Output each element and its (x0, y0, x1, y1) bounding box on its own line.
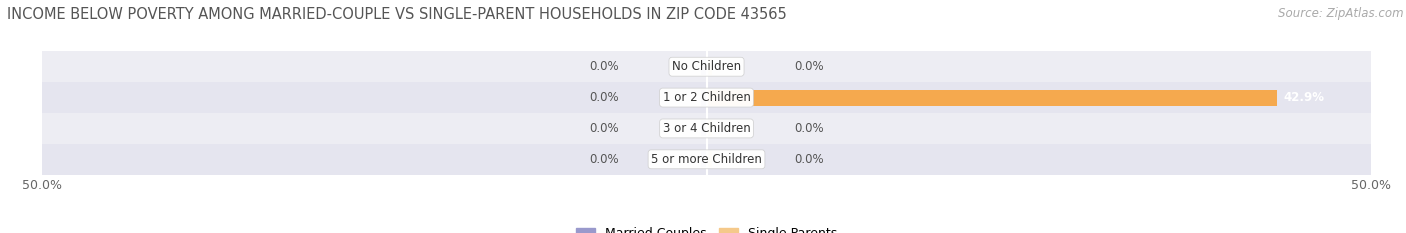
Text: Source: ZipAtlas.com: Source: ZipAtlas.com (1278, 7, 1403, 20)
Bar (706, 89, 1277, 106)
Bar (42, 82, 1371, 113)
Legend: Married Couples, Single Parents: Married Couples, Single Parents (571, 222, 842, 233)
Bar (42, 51, 1371, 82)
Text: 0.0%: 0.0% (589, 60, 619, 73)
Bar (702, 151, 706, 167)
Text: No Children: No Children (672, 60, 741, 73)
Text: 5 or more Children: 5 or more Children (651, 153, 762, 166)
Bar (702, 59, 706, 75)
Text: 0.0%: 0.0% (589, 122, 619, 135)
Text: 0.0%: 0.0% (794, 122, 824, 135)
Text: 0.0%: 0.0% (589, 91, 619, 104)
Bar (702, 120, 706, 137)
Text: 0.0%: 0.0% (794, 153, 824, 166)
Bar (42, 144, 1371, 175)
Bar (706, 151, 711, 167)
Text: 1 or 2 Children: 1 or 2 Children (662, 91, 751, 104)
Text: 0.0%: 0.0% (589, 153, 619, 166)
Text: INCOME BELOW POVERTY AMONG MARRIED-COUPLE VS SINGLE-PARENT HOUSEHOLDS IN ZIP COD: INCOME BELOW POVERTY AMONG MARRIED-COUPL… (7, 7, 787, 22)
Text: 42.9%: 42.9% (1284, 91, 1324, 104)
Bar (706, 59, 711, 75)
Bar (702, 89, 706, 106)
Text: 3 or 4 Children: 3 or 4 Children (662, 122, 751, 135)
Text: 0.0%: 0.0% (794, 60, 824, 73)
Bar (42, 113, 1371, 144)
Bar (706, 120, 711, 137)
